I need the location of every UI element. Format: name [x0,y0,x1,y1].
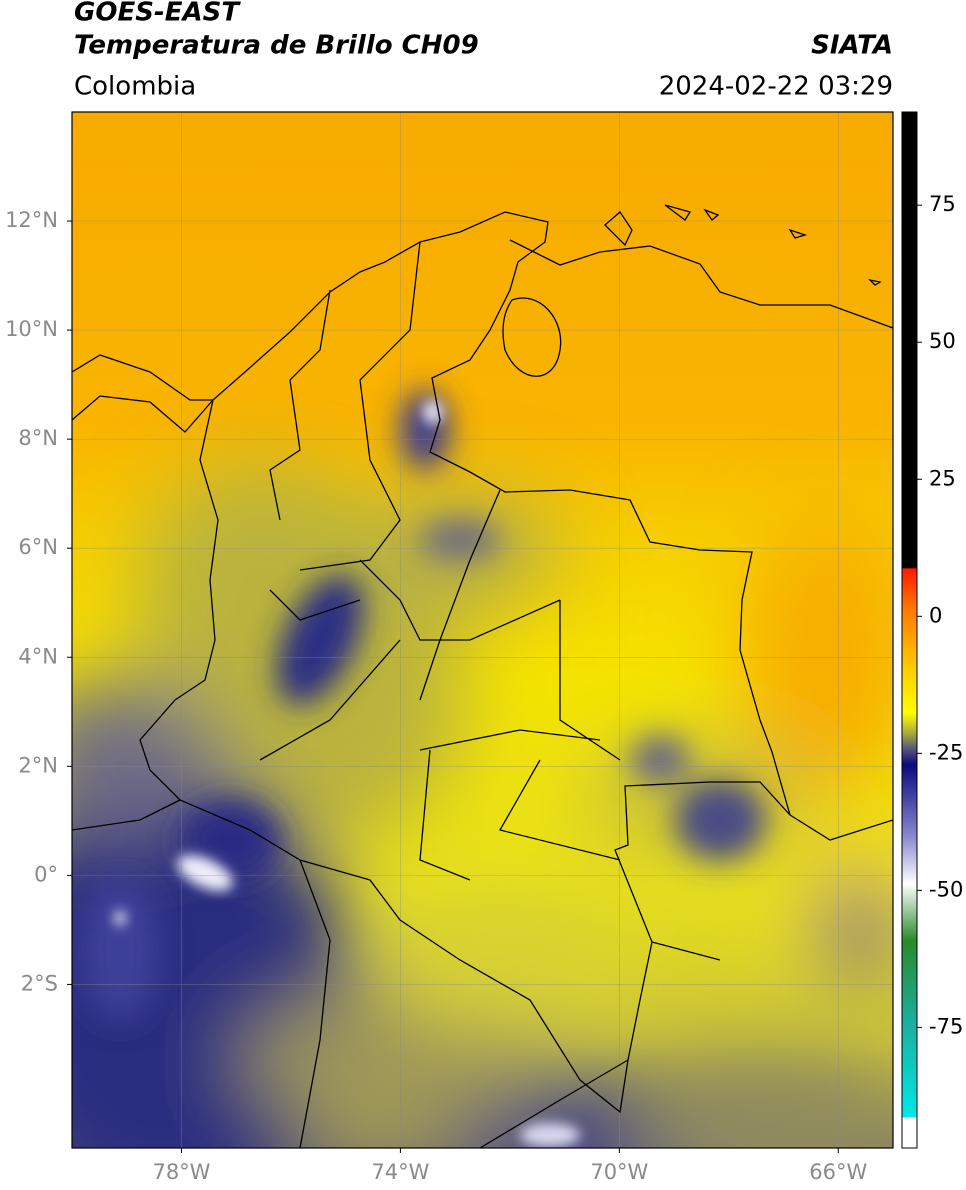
lat-tick-label: 10°N [5,317,58,341]
title-line1: GOES-EAST [74,0,241,28]
lat-tick-label: 6°N [18,535,58,559]
map-image [72,112,893,1148]
timestamp: 2024-02-22 03:29 [659,72,893,102]
colorbar-tick-label: 25 [929,466,956,490]
colorbar [901,111,918,1149]
lat-tick-label: 4°N [18,644,58,668]
lat-tick-label: 8°N [18,426,58,450]
lon-tick-label: 78°W [152,1160,210,1184]
lon-tick-label: 70°W [590,1160,648,1184]
borders [72,204,893,1148]
colorbar-tick-label: 75 [929,192,956,216]
grid [72,112,893,1148]
source: SIATA [811,31,893,61]
lat-tick-label: 2°N [18,753,58,777]
map-frame [71,111,894,1149]
colorbar-tick-label: 50 [929,329,956,353]
lat-tick-label: 2°S [21,971,58,995]
colorbar-tick-label: -25 [929,740,963,764]
lat-tick-label: 12°N [5,208,58,232]
colorbar-tick-label: -75 [929,1014,963,1038]
title-line2: Temperatura de Brillo CH09 [74,31,479,61]
colorbar-tick-label: -50 [929,877,963,901]
lon-tick-label: 66°W [809,1160,867,1184]
region: Colombia [74,72,196,102]
colorbar-tick-label: 0 [929,603,942,627]
lat-tick-label: 0° [34,862,58,886]
lon-tick-label: 74°W [371,1160,429,1184]
